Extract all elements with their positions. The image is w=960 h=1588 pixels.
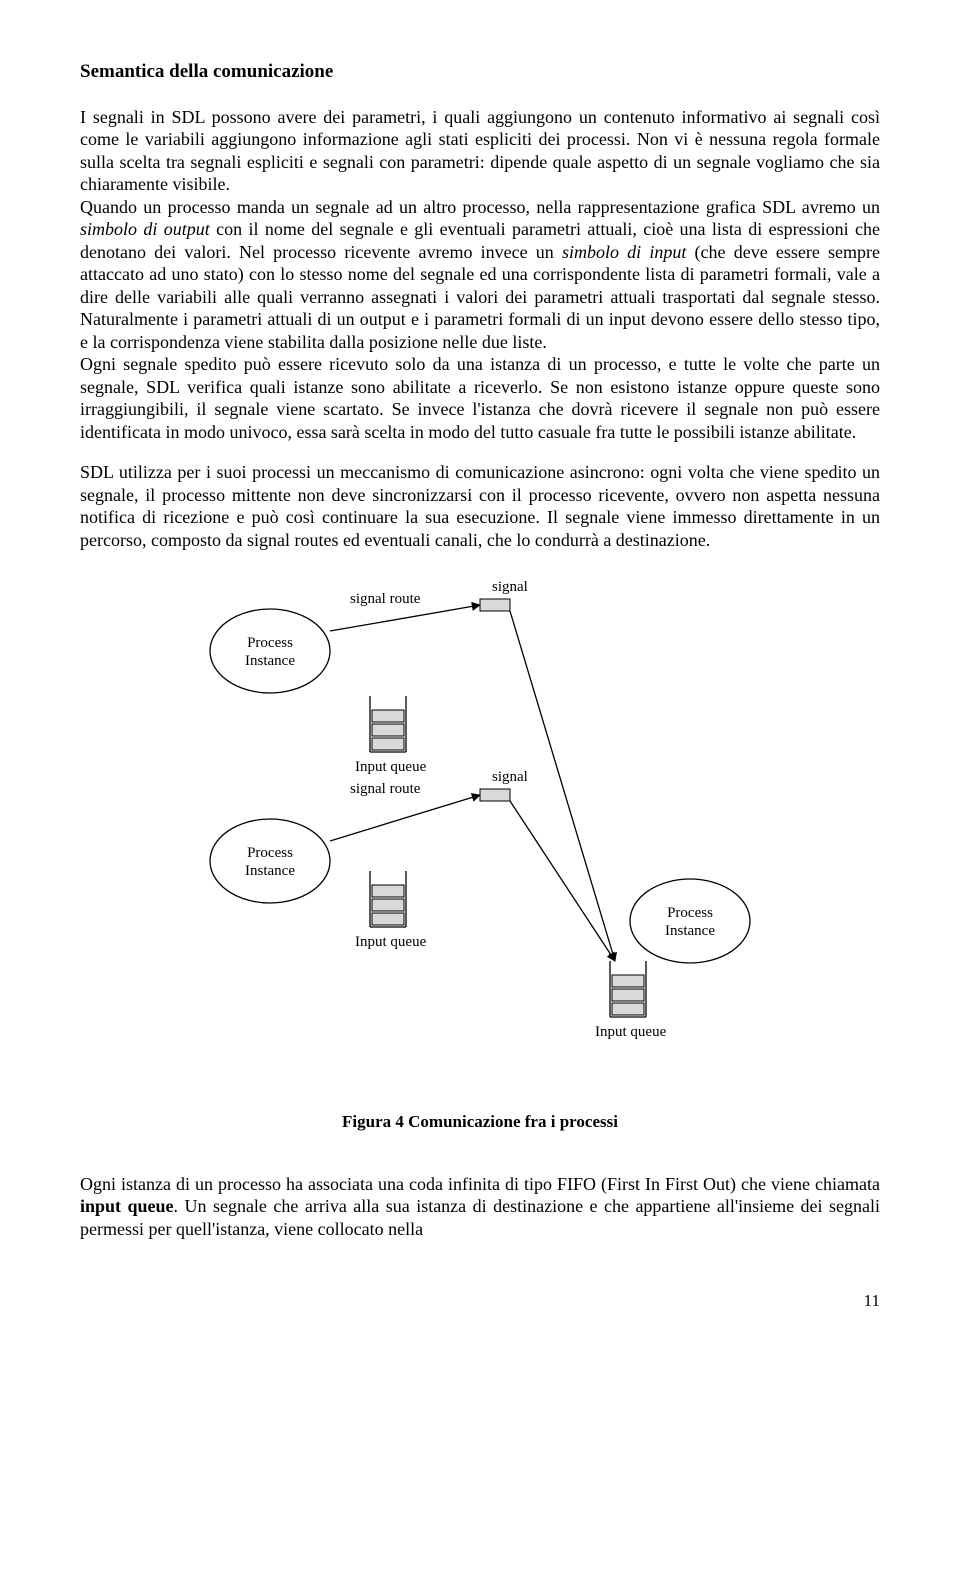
svg-text:Instance: Instance (665, 923, 715, 939)
svg-text:signal route: signal route (350, 591, 421, 607)
para2-italic-2: simbolo di input (562, 242, 686, 262)
paragraph-4: SDL utilizza per i suoi processi un mecc… (80, 461, 880, 551)
para5-text-a: Ogni istanza di un processo ha associata… (80, 1174, 880, 1194)
svg-text:signal route: signal route (350, 781, 421, 797)
svg-text:Process: Process (247, 845, 293, 861)
svg-text:Instance: Instance (245, 863, 295, 879)
svg-text:Input queue: Input queue (355, 759, 427, 775)
svg-text:Process: Process (667, 905, 713, 921)
para5-bold: input queue (80, 1196, 174, 1216)
section-title: Semantica della comunicazione (80, 60, 880, 84)
para5-text-c: . Un segnale che arriva alla sua istanza… (80, 1196, 880, 1239)
diagram-container: Process Instance Process Instance Process Ins… (80, 581, 880, 1101)
process-communication-diagram: Process Instance Process Instance Process Ins… (170, 581, 790, 1081)
figure-caption: Figura 4 Comunicazione fra i processi (80, 1111, 880, 1132)
page-number: 11 (80, 1290, 880, 1311)
para2-text-a: Quando un processo manda un segnale ad u… (80, 197, 880, 217)
svg-text:Input queue: Input queue (595, 1024, 667, 1040)
paragraph-5: Ogni istanza di un processo ha associata… (80, 1173, 880, 1241)
paragraph-3: Ogni segnale spedito può essere ricevuto… (80, 353, 880, 443)
paragraph-1: I segnali in SDL possono avere dei param… (80, 106, 880, 196)
paragraph-2: Quando un processo manda un segnale ad u… (80, 196, 880, 354)
svg-text:signal: signal (492, 581, 528, 595)
para2-italic-1: simbolo di output (80, 219, 210, 239)
svg-text:Instance: Instance (245, 653, 295, 669)
svg-text:Process: Process (247, 635, 293, 651)
svg-text:Input queue: Input queue (355, 934, 427, 950)
svg-text:signal: signal (492, 769, 528, 785)
